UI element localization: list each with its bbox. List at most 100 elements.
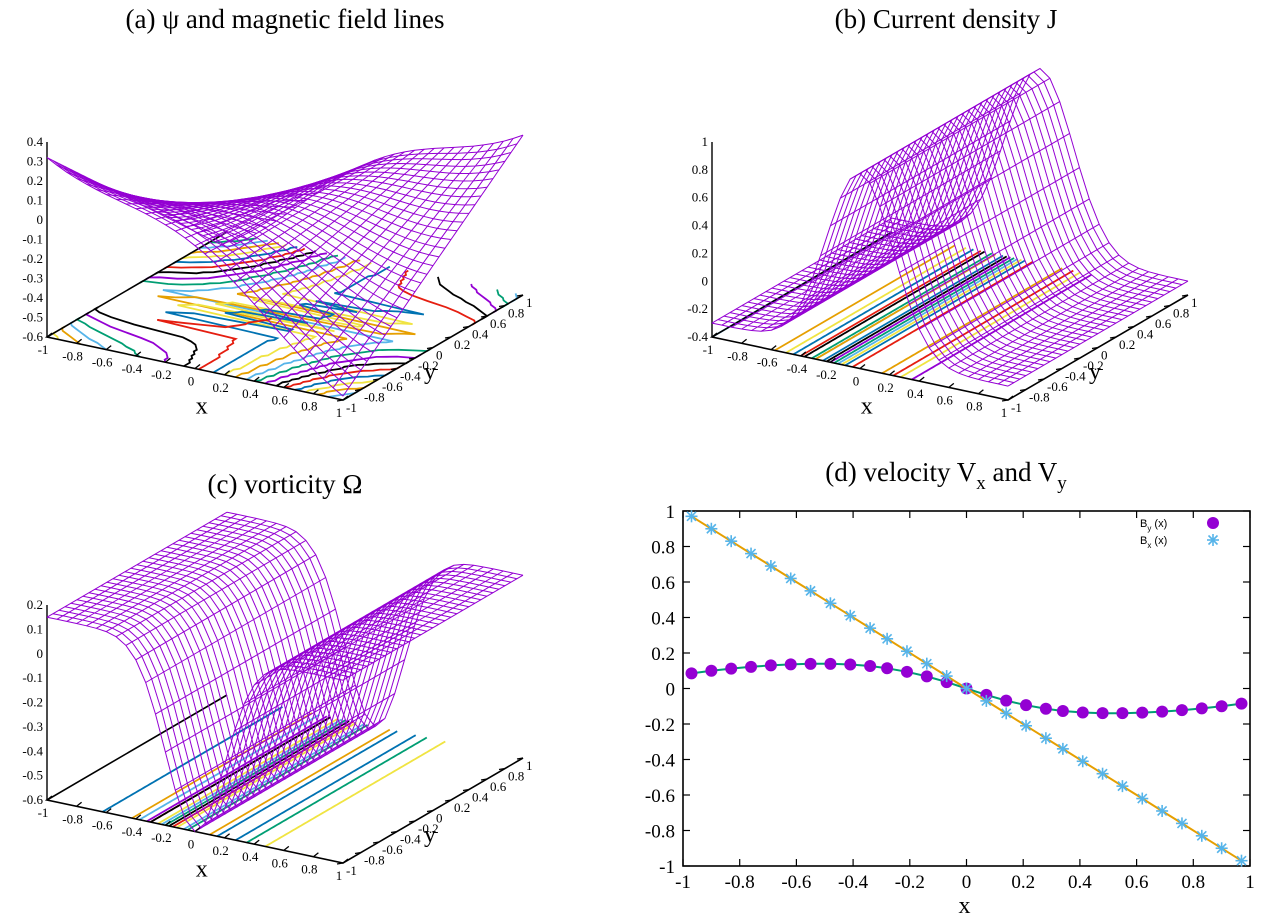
contour-line	[102, 706, 283, 813]
data-point-2	[960, 682, 973, 695]
data-point-1	[844, 658, 857, 671]
star-stroke	[901, 646, 913, 657]
y-tick-label: -1	[1011, 400, 1022, 415]
y-tick-label: -1	[346, 863, 357, 878]
data-point-2	[1215, 842, 1228, 855]
title-d-sub1: x	[976, 473, 986, 494]
y-tick-mark	[1127, 325, 1135, 329]
x-tick-mark	[164, 820, 171, 826]
y-tick-mark	[1019, 388, 1027, 392]
z-tick-label: 0.1	[27, 193, 43, 208]
data-point-2	[900, 645, 913, 658]
contour-line	[93, 276, 489, 367]
contour-line	[900, 271, 1082, 378]
data-point-1	[1156, 705, 1169, 718]
contour-line	[161, 718, 343, 826]
x-tick-label: -0.8	[727, 348, 748, 363]
y-tick-label: -0.8	[1029, 390, 1050, 405]
mesh-line	[214, 518, 512, 735]
z-tick-label: 0.2	[27, 597, 43, 612]
legend: By (x)Bx (x)	[1140, 517, 1219, 550]
y-tick-mark	[354, 851, 362, 855]
mesh-line	[46, 616, 344, 833]
star-stroke	[1176, 818, 1188, 829]
data-point-2	[864, 622, 877, 635]
data-point-2	[1000, 707, 1013, 720]
z-tick-label: 0.1	[27, 621, 43, 636]
mesh-line	[342, 574, 524, 681]
title-d-sub2: y	[1057, 473, 1067, 494]
z-tick-label: -0.4	[22, 290, 43, 305]
data-point-1	[685, 667, 698, 680]
y-tick-label: -0.2	[1083, 358, 1104, 373]
mesh-line	[323, 570, 504, 677]
y-tick-label: 0.8	[651, 538, 675, 559]
y-tick-label: -0.4	[400, 832, 421, 847]
data-point-1	[784, 658, 797, 671]
x-tick-mark	[889, 370, 896, 376]
data-point-1	[1175, 704, 1188, 717]
y-tick-mark	[1181, 294, 1189, 297]
z-tick-label: 0.2	[27, 173, 43, 188]
y-tick-label: -0.8	[364, 390, 385, 405]
x-tick-mark	[770, 345, 777, 351]
y-tick-mark	[462, 325, 470, 329]
x-tick-mark	[253, 376, 260, 382]
star-stroke	[1137, 793, 1148, 804]
x-tick-mark	[312, 852, 319, 858]
contour-line	[162, 256, 394, 381]
title-d-mid: and V	[986, 457, 1058, 487]
data-point-2	[1076, 755, 1089, 768]
y-tick-label: -0.2	[418, 358, 439, 373]
x-tick-label: -0.4	[122, 361, 143, 376]
data-point-1	[1000, 694, 1013, 707]
contour-line	[168, 720, 350, 827]
x-tick-label: 0.6	[272, 855, 289, 870]
z-tick-label: -0.2	[687, 301, 708, 316]
x-tick-mark	[829, 357, 836, 363]
mesh-line	[988, 276, 1169, 383]
title-a: (a) ψ and magnetic field lines	[125, 4, 444, 34]
x-tick-label: 0.6	[272, 392, 289, 407]
surface-mesh	[46, 134, 524, 397]
data-point-2	[1235, 854, 1248, 867]
z-tick-label: 0.8	[692, 162, 708, 177]
y-tick-label: 0.8	[508, 306, 524, 321]
star-stroke	[785, 573, 796, 584]
star-stroke	[941, 671, 952, 682]
star-stroke	[686, 511, 697, 522]
y-tick-mark	[1001, 399, 1009, 402]
y-tick-label: -0.8	[645, 822, 675, 843]
data-point-2	[940, 670, 953, 683]
z-tick-label: 0	[37, 646, 44, 661]
data-point-1	[920, 670, 933, 683]
y-tick-label: -0.8	[364, 853, 385, 868]
x-tick-label: 0.8	[1181, 872, 1205, 893]
mesh-line	[997, 278, 1179, 385]
x-tick-label: 0.2	[1011, 872, 1035, 893]
x-tick-label: -0.2	[151, 830, 172, 845]
x-tick-label: 0.4	[242, 849, 259, 864]
mesh-line	[226, 511, 524, 728]
z-tick-label: -0.2	[22, 251, 43, 266]
data-point-2	[1175, 817, 1188, 830]
mesh-line	[303, 566, 484, 673]
contour-line	[881, 267, 1063, 374]
y-tick-mark	[1055, 367, 1063, 371]
x-tick-mark	[224, 833, 231, 839]
x-tick-label: 1	[336, 868, 343, 883]
y-tick-label: 0.6	[490, 316, 507, 331]
x-tick-label: -1	[38, 805, 49, 820]
y-tick-label: 0.4	[472, 327, 489, 342]
star-stroke	[1077, 756, 1088, 767]
legend-tail: (x)	[1151, 535, 1167, 547]
y-tick-mark	[1073, 357, 1081, 360]
mesh-line	[58, 609, 356, 826]
y-tick-label: 0.4	[1137, 327, 1154, 342]
y-tick-label: 0.2	[454, 337, 470, 352]
y-tick-label: -0.4	[645, 751, 676, 772]
x-tick-label: -0.6	[781, 872, 811, 893]
contour-line	[157, 259, 416, 378]
mesh-line	[196, 529, 494, 745]
x-tick-mark	[859, 363, 866, 370]
